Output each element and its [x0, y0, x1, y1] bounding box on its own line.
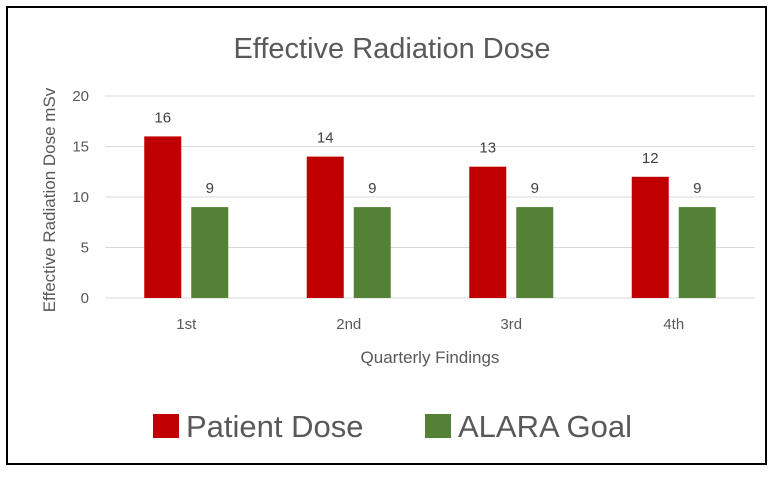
data-label: 12	[642, 150, 659, 167]
bar-alara-goal	[516, 207, 554, 298]
legend-label: Patient Dose	[186, 409, 364, 444]
y-tick-label: 15	[72, 139, 89, 156]
bar-patient-dose	[469, 166, 507, 298]
bar-alara-goal	[353, 207, 391, 298]
data-label: 9	[368, 180, 376, 197]
y-tick-label: 20	[72, 88, 89, 105]
data-label: 9	[531, 180, 539, 197]
data-label: 9	[693, 180, 701, 197]
y-tick-label: 10	[72, 189, 89, 206]
y-tick-label: 5	[81, 240, 89, 257]
legend-swatch	[153, 414, 179, 438]
bar-patient-dose	[631, 176, 669, 298]
x-tick-label: 2nd	[336, 316, 361, 333]
y-axis-label: Effective Radiation Dose mSv	[40, 87, 59, 312]
chart-title: Effective Radiation Dose	[233, 33, 550, 65]
bar-alara-goal	[678, 207, 716, 298]
x-tick-label: 3rd	[500, 316, 522, 333]
data-label: 16	[154, 109, 171, 126]
bar-alara-goal	[191, 207, 229, 298]
legend-swatch	[425, 414, 451, 438]
bar-patient-dose	[144, 136, 182, 298]
y-tick-label: 0	[81, 290, 89, 307]
data-label: 9	[206, 180, 214, 197]
legend-label: ALARA Goal	[458, 409, 632, 444]
data-label: 14	[317, 130, 334, 147]
x-tick-label: 4th	[663, 316, 684, 333]
x-tick-label: 1st	[176, 316, 197, 333]
bar-patient-dose	[306, 156, 344, 298]
data-label: 13	[479, 140, 496, 157]
x-axis-label: Quarterly Findings	[361, 348, 500, 367]
